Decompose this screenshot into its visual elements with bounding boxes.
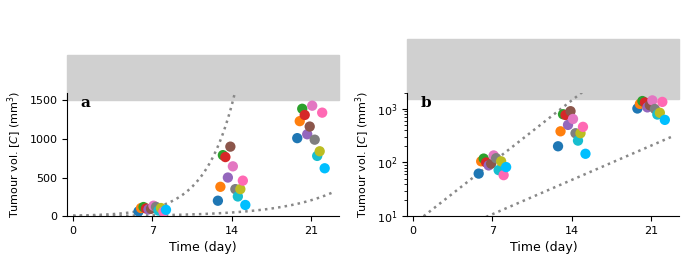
Point: [217, 153, 228, 157]
Point: [634, 102, 645, 106]
Point: [292, 136, 303, 140]
Point: [639, 100, 650, 105]
Point: [158, 210, 169, 214]
Point: [309, 138, 320, 142]
Point: [573, 139, 584, 143]
Point: [562, 123, 573, 127]
Point: [220, 155, 231, 159]
Point: [493, 168, 504, 172]
Point: [642, 105, 653, 109]
Point: [645, 103, 656, 107]
Point: [654, 111, 665, 115]
Point: [555, 129, 566, 133]
Point: [232, 194, 243, 199]
Point: [225, 145, 236, 149]
Point: [314, 149, 325, 153]
Point: [133, 209, 144, 213]
Point: [145, 207, 156, 211]
Point: [297, 107, 308, 111]
Point: [568, 117, 579, 121]
Point: [652, 112, 663, 116]
Point: [490, 156, 501, 160]
Point: [155, 206, 166, 210]
Point: [649, 107, 660, 111]
X-axis label: Time (day): Time (day): [169, 242, 237, 255]
Point: [307, 104, 318, 108]
Point: [316, 110, 327, 115]
Text: b: b: [421, 96, 432, 110]
Point: [481, 160, 492, 165]
Point: [498, 173, 509, 177]
Point: [483, 163, 494, 167]
Point: [212, 199, 223, 203]
Point: [138, 205, 149, 209]
Point: [657, 100, 668, 104]
Point: [553, 144, 564, 148]
Point: [496, 159, 507, 163]
Bar: [408, 39, 680, 99]
Point: [486, 161, 497, 166]
Point: [660, 118, 671, 122]
Point: [227, 164, 238, 168]
Point: [478, 157, 489, 161]
Point: [501, 165, 512, 169]
Point: [570, 131, 581, 135]
Point: [632, 106, 643, 110]
Point: [301, 132, 312, 136]
Point: [140, 206, 151, 211]
Point: [223, 176, 234, 180]
Point: [215, 185, 226, 189]
Point: [488, 153, 499, 158]
Point: [148, 204, 159, 208]
Point: [647, 98, 658, 102]
X-axis label: Time (day): Time (day): [510, 242, 577, 255]
Point: [312, 154, 323, 158]
Point: [560, 113, 571, 117]
Point: [295, 119, 306, 123]
Y-axis label: Tumour vol. [$C$] (mm$^3$): Tumour vol. [$C$] (mm$^3$): [353, 91, 371, 218]
Point: [319, 166, 330, 170]
Bar: [67, 55, 339, 100]
Point: [136, 206, 147, 210]
Point: [580, 152, 591, 156]
Y-axis label: Tumour vol. [$C$] (mm$^3$): Tumour vol. [$C$] (mm$^3$): [5, 91, 24, 218]
Point: [238, 179, 249, 183]
Point: [577, 125, 588, 129]
Text: a: a: [81, 96, 90, 110]
Point: [637, 99, 648, 103]
Point: [565, 109, 576, 113]
Point: [153, 209, 164, 213]
Point: [558, 112, 569, 116]
Point: [575, 131, 586, 135]
Point: [299, 113, 310, 117]
Point: [240, 203, 251, 207]
Point: [143, 207, 154, 211]
Point: [473, 172, 484, 176]
Point: [235, 187, 246, 191]
Point: [230, 187, 241, 191]
Point: [304, 125, 315, 129]
Point: [475, 159, 486, 163]
Point: [160, 208, 171, 212]
Point: [151, 205, 162, 209]
